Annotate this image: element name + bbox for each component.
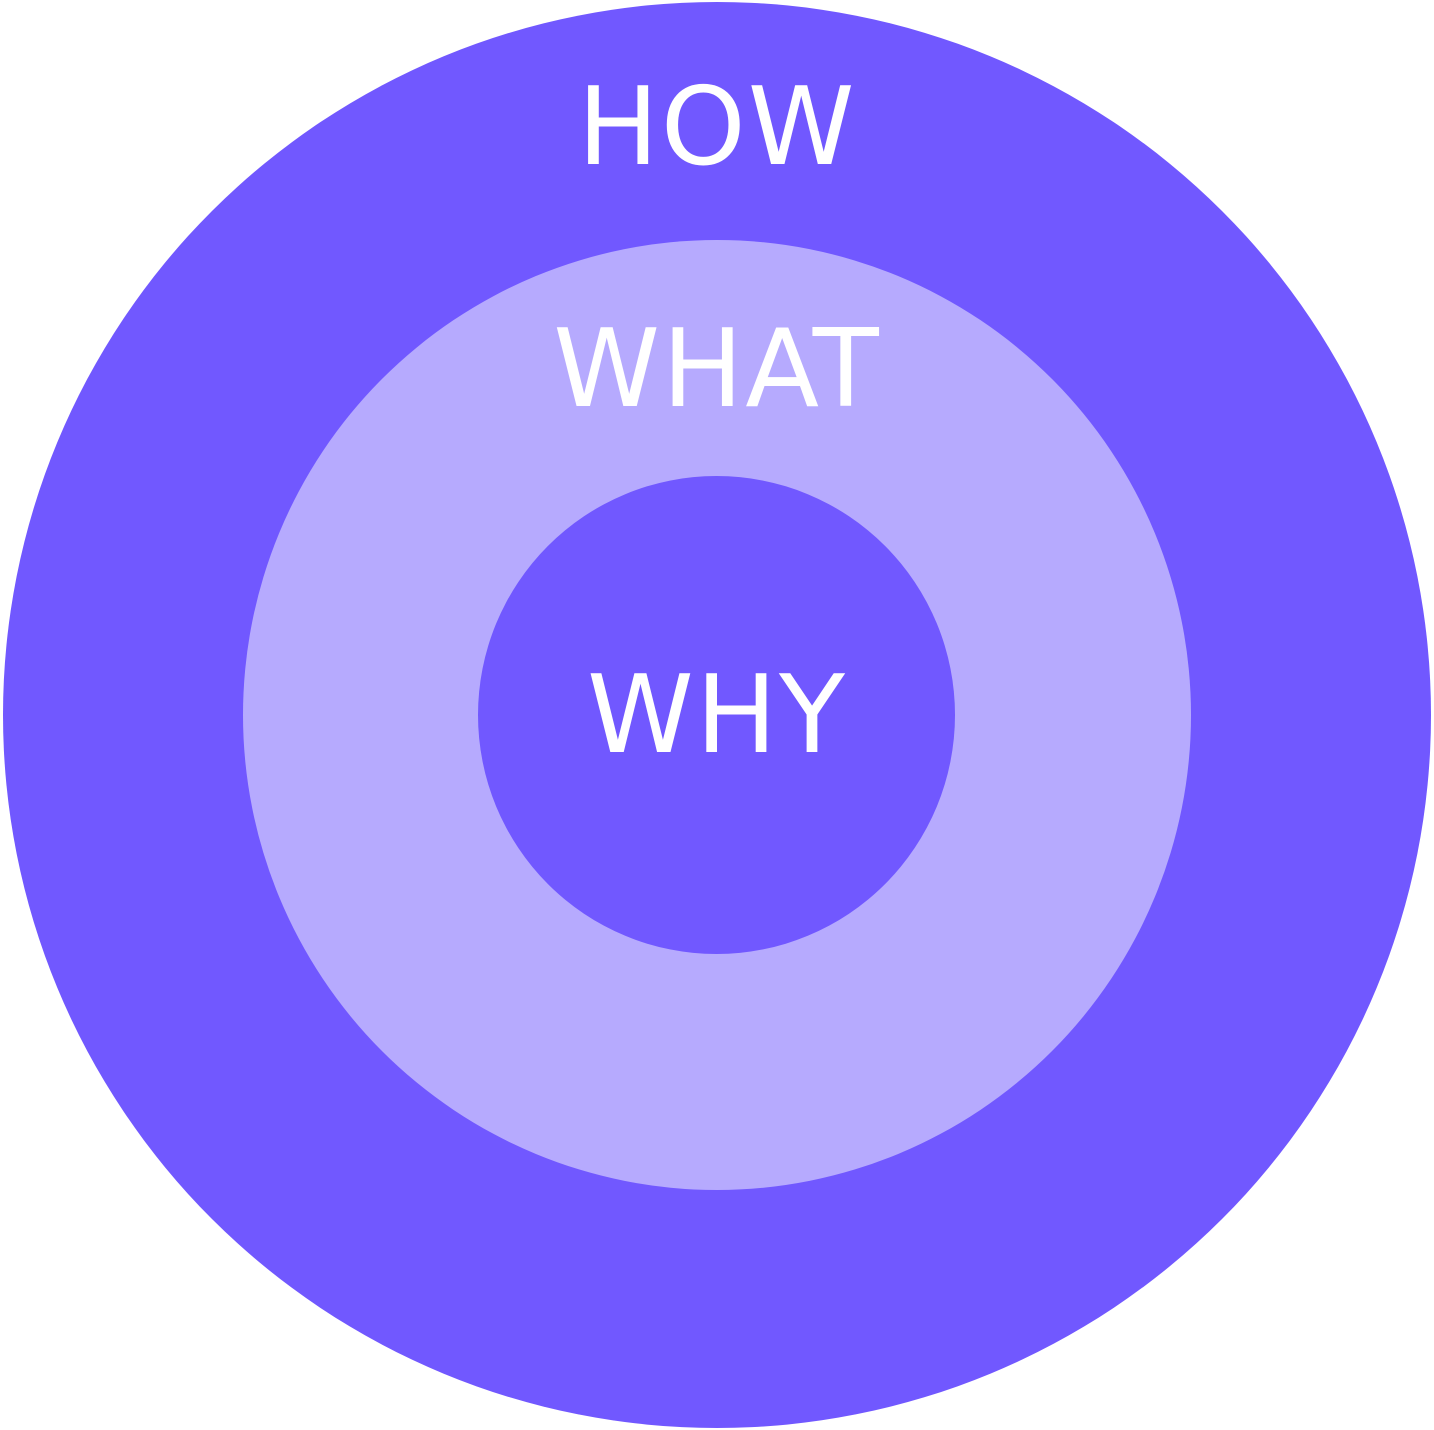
label-why: WHY bbox=[587, 653, 847, 778]
label-how: HOW bbox=[577, 65, 857, 190]
label-what: WHAT bbox=[553, 307, 881, 432]
inner-circle-why bbox=[478, 476, 955, 954]
